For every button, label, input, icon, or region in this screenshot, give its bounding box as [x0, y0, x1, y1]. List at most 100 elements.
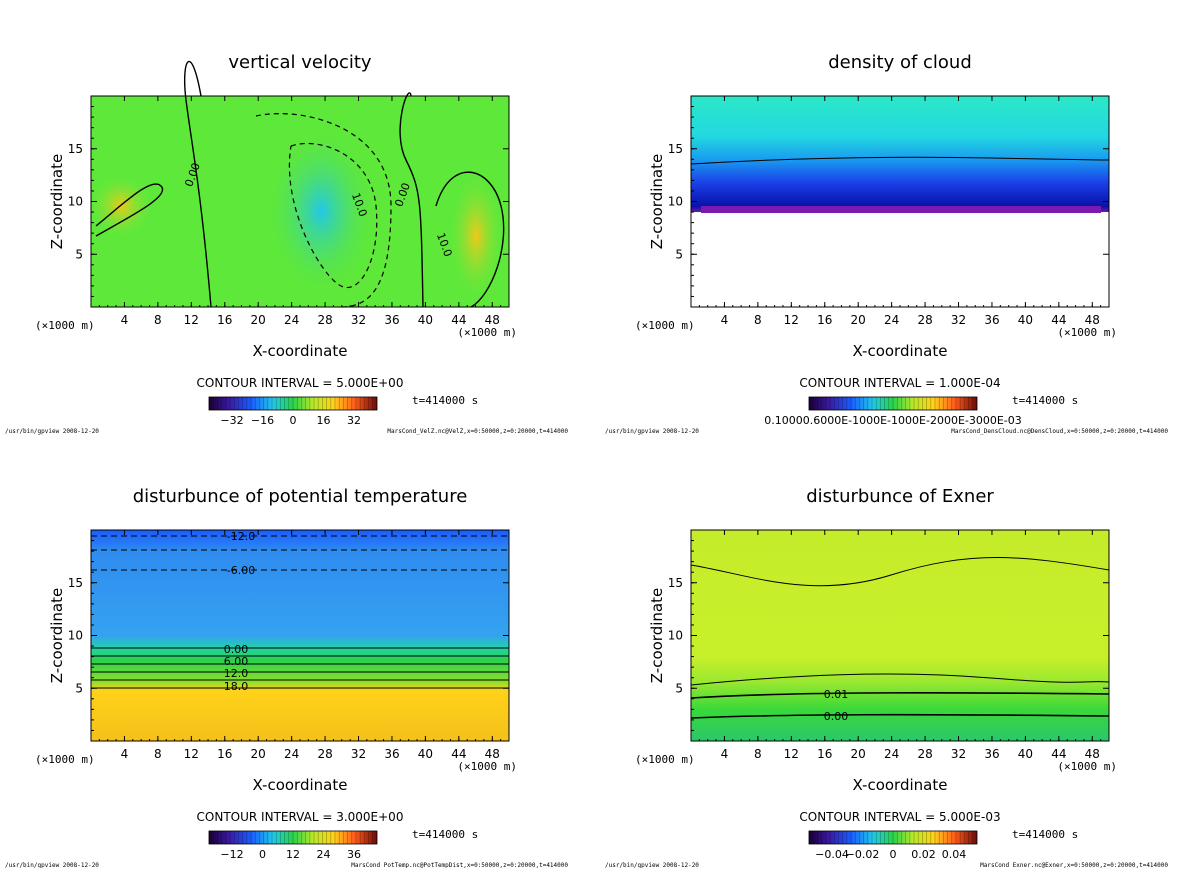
cloud-base [701, 206, 1101, 213]
y-tick-label: 15 [68, 142, 83, 156]
colorbar [808, 396, 978, 411]
x-tick-label: 16 [817, 747, 832, 761]
contour-zero-right [399, 92, 424, 308]
x-tick-label: 8 [154, 747, 162, 761]
x-tick-label: 20 [851, 313, 866, 327]
colorbar-tick-label: 0 [259, 848, 266, 861]
y-tick-label: 10 [68, 195, 83, 209]
x-tick-label: 32 [951, 313, 966, 327]
y-tick-label: 5 [675, 681, 683, 695]
contour-0-01 [690, 692, 1110, 699]
x-tick-label: 28 [317, 747, 332, 761]
x-tick-label: 44 [1051, 313, 1066, 327]
footer-left: /usr/bin/gpview 2008-12-20 [605, 428, 699, 435]
colorbar-ticks: 0.10000.6000E-1000E-1000E-2000E-3000E-03 [764, 414, 1022, 427]
colorbar-tick-label: 32 [347, 414, 361, 427]
colorbar-tick-label: 16 [317, 414, 331, 427]
footer-right: MarsCond_Exner.nc@Exner,x=0:50000,z=0:20… [980, 862, 1168, 868]
x-tick-label: 36 [984, 747, 999, 761]
contour-label: -12.0 [227, 530, 255, 543]
colorbar-tick-label: −0.04 [815, 848, 849, 861]
y-axis: 5 10 15Z-coordinate [648, 540, 1109, 731]
x-tick-label: 20 [851, 747, 866, 761]
x-tick-label: 16 [817, 313, 832, 327]
y-axis-label: Z-coordinate [48, 588, 66, 683]
x-tick-label: 40 [1018, 747, 1033, 761]
x-tick-label: 48 [1085, 313, 1100, 327]
footer-right: MarsCond_PotTemp.nc@PotTempDist,x=0:5000… [351, 862, 568, 868]
colorbar [208, 396, 378, 411]
contour-neg [288, 142, 378, 289]
x-tick-label: 44 [1051, 747, 1066, 761]
x-tick-label: 16 [217, 313, 232, 327]
x-tick-label: 44 [451, 747, 466, 761]
downdraft-region [266, 126, 376, 296]
time-label: t=414000 s [1012, 828, 1078, 841]
colorbar-tick-label: 0 [890, 848, 897, 861]
footer-left: /usr/bin/gpview 2008-12-20 [5, 428, 99, 435]
contour-label: 12.0 [224, 667, 249, 680]
panel-title: disturbunce of Exner [806, 486, 994, 507]
panel-title: disturbunce of potential temperature [133, 486, 468, 507]
contour-upper [690, 557, 1110, 587]
contour-right-lobe [435, 171, 505, 308]
time-label: t=414000 s [412, 828, 478, 841]
x-tick-label: 24 [884, 313, 899, 327]
contour-lines [95, 60, 505, 308]
contour-label: 0.00 [824, 710, 849, 723]
footer-left: /usr/bin/gpview 2008-12-20 [605, 862, 699, 868]
panel-3: disturbunce of potential temperature -12.… [5, 486, 568, 869]
field-fill [91, 530, 509, 741]
colorbar-tick-label: 0.10000.6000E-1000E-1000E-2000E-3000E-03 [764, 414, 1022, 427]
x-tick-label: 24 [284, 313, 299, 327]
contour-line [690, 156, 1110, 165]
x-tick-label: 24 [284, 747, 299, 761]
colorbar-tick-label: 0 [290, 414, 297, 427]
x-tick-label: 48 [1085, 747, 1100, 761]
x-tick-label: 36 [384, 747, 399, 761]
plot-area [690, 96, 1110, 307]
contour-left-lobe [95, 183, 164, 237]
footer-right: MarsCond_VelZ.nc@VelZ,x=0:50000,z=0:2000… [387, 428, 568, 435]
colorbar-tick-label: 24 [317, 848, 331, 861]
y-tick-label: 5 [75, 681, 83, 695]
x-tick-label: 4 [721, 747, 729, 761]
footer-right: MarsCond_DensCloud.nc@DensCloud,x=0:5000… [951, 428, 1168, 435]
y-tick-label: 15 [668, 576, 683, 590]
colorbar-tick-label: 12 [286, 848, 300, 861]
colorbar [808, 830, 978, 845]
x-tick-label: 32 [351, 747, 366, 761]
contour-label: 18.0 [224, 680, 249, 693]
colorbar [208, 830, 378, 845]
contour-label: 0.01 [824, 688, 849, 701]
time-label: t=414000 s [1012, 394, 1078, 407]
x-tick-label: 28 [917, 313, 932, 327]
colorbar-ticks: −12 0 12 24 36 [220, 848, 361, 861]
x-tick-label: 40 [418, 747, 433, 761]
x-tick-label: 28 [917, 747, 932, 761]
contour-label: -6.00 [227, 564, 255, 577]
y-tick-label: 10 [668, 195, 683, 209]
y-axis-label: Z-coordinate [48, 154, 66, 249]
x-tick-label: 4 [121, 313, 129, 327]
y-tick-label: 10 [668, 629, 683, 643]
colorbar-tick-label: 0.02 [911, 848, 936, 861]
colorbar-tick-label: 0.04 [942, 848, 967, 861]
y-axis: 5 10 15Z-coordinate [48, 540, 509, 731]
x-tick-label: 20 [251, 313, 266, 327]
colorbar-ticks: −32 −16 0 16 32 [220, 414, 361, 427]
x-unit-label-right: (×1000 m) [1057, 326, 1117, 339]
x-tick-label: 4 [721, 313, 729, 327]
x-tick-label: 12 [784, 313, 799, 327]
colorbar-tick-label: −0.02 [846, 848, 880, 861]
x-unit-label: (×1000 m) [635, 753, 695, 766]
y-tick-label: 15 [668, 142, 683, 156]
x-tick-label: 4 [121, 747, 129, 761]
field-fill [691, 530, 1109, 741]
x-unit-label-right: (×1000 m) [1057, 760, 1117, 773]
contour-interval-text: CONTOUR INTERVAL = 5.000E-03 [799, 810, 1000, 824]
